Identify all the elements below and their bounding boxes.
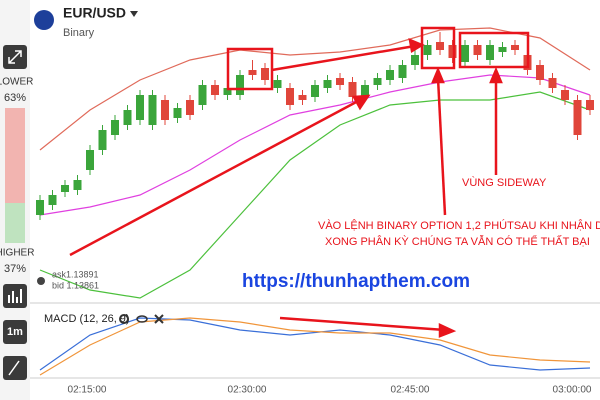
candle-body [423, 45, 432, 55]
candle-body [248, 70, 257, 75]
chart-type-icon [8, 289, 22, 303]
candle-body [36, 200, 44, 215]
macd-line [39, 317, 591, 376]
chart-type-button[interactable] [3, 284, 27, 308]
higher-pct: 37% [4, 263, 26, 275]
macd-visibility[interactable] [136, 315, 148, 323]
draw-tool-button[interactable] [3, 356, 27, 380]
sentiment-bar [5, 108, 25, 243]
candle-body [348, 82, 357, 97]
macd-settings[interactable] [119, 314, 129, 324]
candle-body [436, 42, 444, 50]
pair-flag [34, 10, 54, 30]
candle-body [498, 47, 507, 52]
candle-body [373, 78, 382, 85]
candle-body [161, 100, 169, 120]
candle-body [186, 100, 194, 115]
candle-body [48, 195, 57, 205]
candle-body [486, 45, 494, 60]
candle-body [298, 95, 307, 100]
candle-body [548, 78, 557, 88]
lower-label: LOWER [0, 77, 33, 88]
watermark-url: https://thunhapthem.com [242, 271, 470, 292]
higher-label: HIGHER [0, 248, 34, 259]
draw-tool-icon [8, 360, 20, 376]
candle-body [61, 185, 69, 192]
candle-body [211, 85, 219, 95]
candle-body [273, 80, 282, 88]
time-label: 02:30:00 [228, 385, 267, 396]
candle-body [586, 100, 594, 110]
timeframe-button[interactable] [3, 320, 27, 344]
pair-dropdown[interactable] [130, 11, 138, 17]
candle-body [573, 100, 582, 135]
candle-body [86, 150, 94, 170]
candle-body [73, 180, 82, 190]
pair-name[interactable]: EUR/USD [63, 5, 126, 21]
candle-body [336, 78, 344, 85]
plot [36, 27, 594, 376]
time-label: 03:00:00 [553, 385, 592, 396]
collapse-icon [8, 50, 22, 64]
time-label: 02:45:00 [391, 385, 430, 396]
candle-body [323, 80, 332, 88]
bid-quote: bid 1.13861 [52, 280, 99, 290]
candle-body [511, 45, 519, 50]
candle-body [286, 88, 294, 105]
candle-body [311, 85, 319, 97]
candle-body [261, 68, 269, 80]
candle-body [136, 95, 144, 120]
candle-body [111, 120, 119, 135]
candle-body [148, 95, 157, 125]
timeframe: 1m [7, 326, 23, 338]
candle-body [411, 55, 419, 65]
candle-body [473, 45, 482, 55]
candle-body [386, 70, 394, 80]
band-line [39, 91, 591, 299]
candle-body [448, 45, 457, 58]
time-label: 02:15:00 [68, 385, 107, 396]
candle-body [361, 85, 369, 97]
candle-body [173, 108, 182, 118]
macd-remove[interactable] [154, 314, 164, 324]
candle-body [223, 88, 232, 95]
note-line: XONG PHÂN KỲ CHÚNG TA VẪN CÓ THỂ THẤT BẠ… [325, 235, 590, 248]
candle-body [398, 65, 407, 78]
macd-line [39, 317, 591, 371]
band-line [39, 27, 591, 151]
candle-body [198, 85, 207, 105]
lower-pct: 63% [4, 92, 26, 104]
candle-body [536, 65, 544, 80]
annotation-arrows [69, 37, 503, 338]
quote-icon [37, 277, 45, 285]
candle-body [123, 110, 132, 125]
note-line: VÀO LỆNH BINARY OPTION 1,2 PHÚTSAU KHI N… [318, 219, 600, 232]
candle-body [561, 90, 569, 100]
macd-label: MACD (12, 26, 9) [44, 313, 130, 325]
candle-body [236, 75, 244, 95]
pair-mode: Binary [63, 27, 95, 39]
candle-body [98, 130, 107, 150]
ask-quote: ask1.13891 [52, 269, 99, 279]
candle-body [461, 45, 469, 62]
sideway-note: VÙNG SIDEWAY [462, 176, 547, 189]
